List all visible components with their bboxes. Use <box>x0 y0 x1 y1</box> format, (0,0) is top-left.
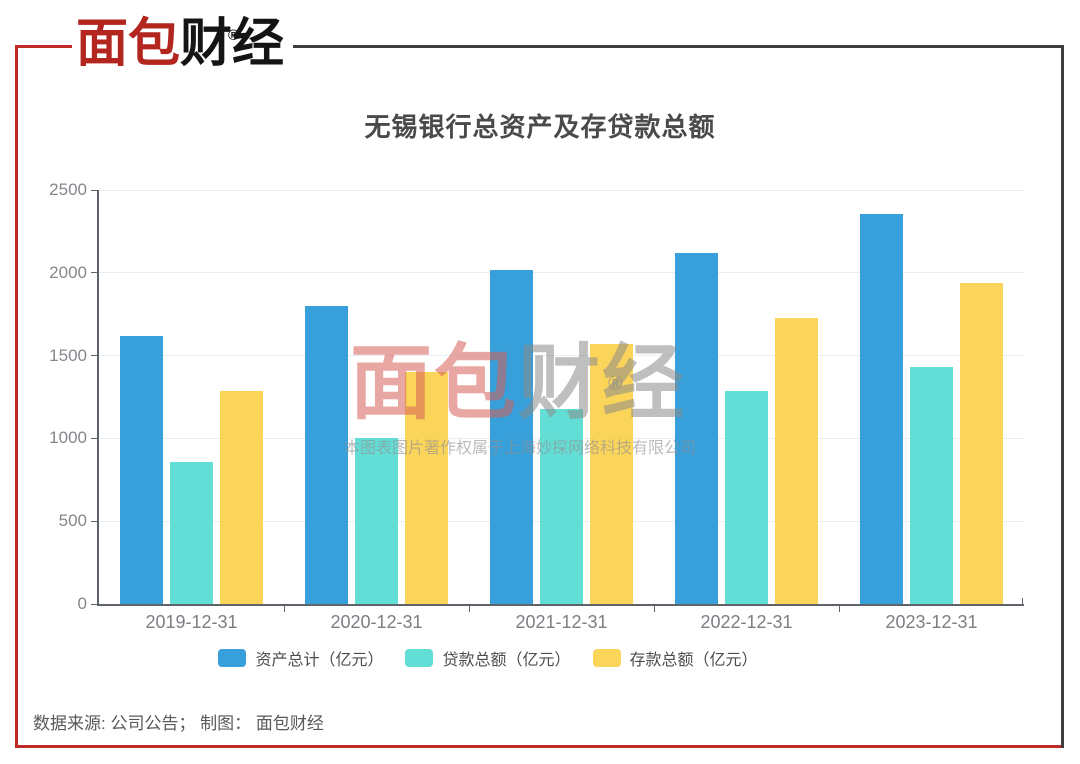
source-note: 数据来源: 公司公告； 制图： 面包财经 <box>33 714 324 733</box>
bar-存款总额（亿元）-2023-12-31[interactable] <box>960 282 1003 604</box>
x-axis-tick <box>654 606 655 612</box>
gridline-2500 <box>99 189 1024 191</box>
x-axis-label-2023-12-31: 2023-12-31 <box>885 612 978 632</box>
y-axis-label-2000: 2000 <box>49 262 87 282</box>
legend-label: 存款总额（亿元） <box>629 652 758 669</box>
y-axis-label-1000: 1000 <box>49 428 87 448</box>
bar-贷款总额（亿元）-2019-12-31[interactable] <box>170 462 213 604</box>
bar-资产总计（亿元）-2023-12-31[interactable] <box>860 214 903 604</box>
frame-bottom-line <box>15 745 1064 748</box>
legend-swatch <box>218 649 247 667</box>
bar-贷款总额（亿元）-2020-12-31[interactable] <box>355 438 398 604</box>
plot-area: 0 500 1000 1500 2000 2500 2019-12-31 2020-12-31… <box>49 180 1024 632</box>
y-axis-tick-2500 <box>91 189 97 191</box>
bar-资产总计（亿元）-2022-12-31[interactable] <box>675 252 718 604</box>
x-axis-label-2019-12-31: 2019-12-31 <box>145 612 238 632</box>
x-axis-tick <box>839 606 840 612</box>
gridline-2000 <box>99 272 1024 274</box>
legend-item-存款总额（亿元）[interactable]: 存款总额（亿元） <box>592 646 758 670</box>
x-axis-label-2022-12-31: 2022-12-31 <box>700 612 793 632</box>
bar-资产总计（亿元）-2019-12-31[interactable] <box>120 335 163 604</box>
chart-legend: 资产总计（亿元） 贷款总额（亿元） 存款总额（亿元） <box>0 646 1028 670</box>
frame-top-line <box>293 45 1064 48</box>
x-axis-tick <box>469 606 470 612</box>
bar-存款总额（亿元）-2019-12-31[interactable] <box>220 391 263 604</box>
y-axis-label-1500: 1500 <box>49 345 87 365</box>
legend-item-资产总计（亿元）[interactable]: 资产总计（亿元） <box>218 646 383 670</box>
y-axis-tick-0 <box>91 603 97 605</box>
bar-贷款总额（亿元）-2021-12-31[interactable] <box>540 408 583 604</box>
registered-trademark-icon: ® <box>228 27 240 44</box>
bar-存款总额（亿元）-2020-12-31[interactable] <box>405 372 448 604</box>
bar-存款总额（亿元）-2021-12-31[interactable] <box>590 344 633 604</box>
legend-swatch <box>592 649 621 667</box>
y-axis-label-500: 500 <box>58 511 87 531</box>
frame-right-line <box>1061 45 1064 748</box>
brand-logo-text-red: 面包 <box>76 15 181 73</box>
brand-logo: 面包财经 ® <box>76 14 284 74</box>
bar-资产总计（亿元）-2020-12-31[interactable] <box>305 305 348 604</box>
bar-贷款总额（亿元）-2023-12-31[interactable] <box>910 367 953 604</box>
x-axis-end-tick <box>1022 598 1023 604</box>
legend-label: 贷款总额（亿元） <box>442 652 571 669</box>
legend-item-贷款总额（亿元）[interactable]: 贷款总额（亿元） <box>405 646 571 670</box>
frame-top-red-stub <box>15 45 72 48</box>
bar-贷款总额（亿元）-2022-12-31[interactable] <box>725 391 768 604</box>
legend-label: 资产总计（亿元） <box>255 652 384 669</box>
x-axis-label-2020-12-31: 2020-12-31 <box>330 612 423 632</box>
y-axis-label-0: 0 <box>77 594 87 613</box>
page-title: 无锡银行总资产及存贷款总额 <box>364 112 716 142</box>
y-axis-label-2500: 2500 <box>49 180 87 199</box>
y-axis-tick-1000 <box>91 437 97 439</box>
y-axis-tick-2000 <box>91 272 97 274</box>
y-axis-tick-1500 <box>91 355 97 357</box>
x-axis-tick <box>284 606 285 612</box>
legend-swatch <box>405 649 434 667</box>
y-axis-tick-500 <box>91 520 97 522</box>
bar-资产总计（亿元）-2021-12-31[interactable] <box>490 269 533 604</box>
gridline-1500 <box>99 355 1024 357</box>
frame-left-line <box>15 45 18 748</box>
bar-存款总额（亿元）-2022-12-31[interactable] <box>775 318 818 604</box>
x-axis-label-2021-12-31: 2021-12-31 <box>515 612 608 632</box>
brand-logo-text-black: 财经 <box>180 15 285 73</box>
